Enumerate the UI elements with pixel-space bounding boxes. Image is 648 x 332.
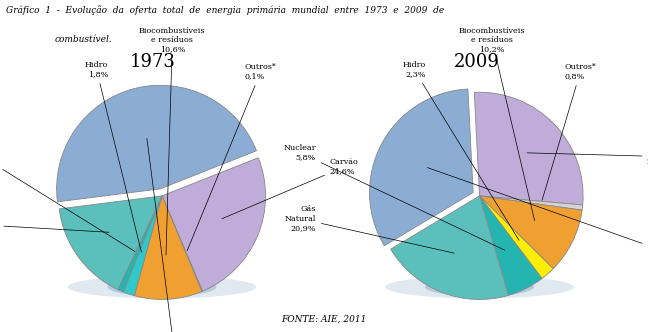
- Text: Gás
Natural
20,9%: Gás Natural 20,9%: [284, 206, 454, 253]
- Text: Nuclear
5,8%: Nuclear 5,8%: [283, 144, 505, 250]
- Ellipse shape: [386, 276, 573, 298]
- Ellipse shape: [108, 278, 216, 296]
- Text: Outros*
0,1%: Outros* 0,1%: [187, 63, 277, 251]
- Text: Óleo
32,8%: Óleo 32,8%: [427, 168, 648, 258]
- Text: Biocombustíveis
e resíduos
10,2%: Biocombustíveis e resíduos 10,2%: [459, 27, 535, 221]
- Wedge shape: [480, 196, 583, 210]
- Text: 16,0%
Gás
Natural: 16,0% Gás Natural: [0, 212, 109, 238]
- Wedge shape: [118, 196, 162, 292]
- Text: 1973: 1973: [130, 53, 175, 71]
- Wedge shape: [162, 158, 266, 291]
- Wedge shape: [474, 92, 583, 205]
- Wedge shape: [56, 85, 257, 202]
- Text: Carvão
27,2 %: Carvão 27,2 %: [527, 148, 648, 165]
- Wedge shape: [134, 196, 202, 299]
- Text: combustível.: combustível.: [55, 35, 113, 44]
- Text: 2009: 2009: [454, 53, 499, 71]
- Wedge shape: [59, 196, 162, 290]
- Text: Óleo
46,0%: Óleo 46,0%: [147, 138, 187, 332]
- Wedge shape: [369, 89, 473, 246]
- Text: Biocombustíveis
e resíduos
10,6%: Biocombustíveis e resíduos 10,6%: [139, 27, 205, 255]
- Wedge shape: [391, 196, 509, 299]
- Wedge shape: [480, 196, 542, 295]
- Text: Outros*
0,8%: Outros* 0,8%: [542, 63, 596, 200]
- Text: Nuclear
0,9%: Nuclear 0,9%: [0, 148, 135, 251]
- Wedge shape: [480, 196, 582, 269]
- Text: Gráfico  1  -  Evolução  da  oferta  total  de  energia  primária  mundial  entr: Gráfico 1 - Evolução da oferta total de …: [6, 5, 445, 15]
- Ellipse shape: [68, 276, 256, 298]
- Wedge shape: [162, 196, 203, 291]
- Wedge shape: [123, 196, 162, 296]
- Text: Hidro
2,3%: Hidro 2,3%: [402, 61, 519, 240]
- Text: Hidro
1,8%: Hidro 1,8%: [85, 61, 141, 252]
- Ellipse shape: [425, 278, 534, 296]
- Text: FONTE: AIE, 2011: FONTE: AIE, 2011: [281, 315, 367, 324]
- Text: Carvão
24,6%: Carvão 24,6%: [222, 158, 358, 219]
- Wedge shape: [480, 196, 553, 279]
